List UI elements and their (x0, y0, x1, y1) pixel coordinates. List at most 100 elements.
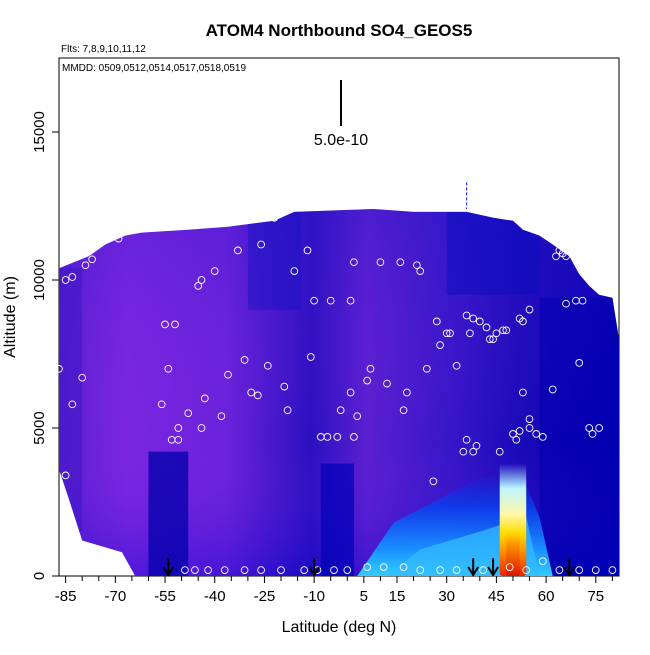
data-point (283, 406, 292, 415)
data-point (512, 435, 521, 444)
data-point (217, 412, 226, 421)
data-point (350, 433, 358, 441)
x-tick-label: -70 (104, 588, 126, 605)
data-point (585, 424, 594, 432)
curtain-band (247, 211, 301, 310)
flight-arrow (467, 558, 480, 577)
data-point (575, 359, 584, 367)
curtain-band (320, 463, 354, 576)
data-point (469, 447, 478, 456)
data-point (300, 566, 309, 574)
data-point (562, 299, 570, 308)
data-point (257, 566, 265, 574)
data-point (492, 329, 501, 338)
x-axis: -85 -70 -55 -40 -25 -10 5 15 30 45 60 75 (55, 576, 613, 605)
data-point (363, 376, 372, 385)
data-point (522, 566, 531, 574)
data-point (555, 566, 564, 574)
data-point (562, 252, 570, 261)
data-point (499, 326, 507, 335)
data-point (552, 252, 560, 261)
data-point (94, 237, 103, 246)
data-point (548, 385, 557, 394)
data-point (363, 563, 372, 571)
data-points (55, 182, 617, 574)
y-axis-label: Altitude (m) (2, 276, 19, 358)
curtain-plume-core (506, 528, 520, 576)
y-axis: 0 5000 10000 15000 (31, 111, 59, 580)
data-point (257, 240, 265, 249)
data-point (181, 566, 189, 574)
data-point (270, 213, 279, 222)
data-point (376, 258, 385, 267)
x-tick-label: -55 (154, 588, 176, 605)
data-point (303, 246, 312, 255)
data-point (174, 424, 183, 432)
data-point (489, 335, 497, 344)
data-point (280, 382, 289, 391)
data-point (114, 234, 123, 243)
data-point (475, 317, 484, 326)
data-point (538, 557, 547, 566)
data-point (595, 424, 603, 432)
data-point (462, 435, 471, 444)
data-point (432, 317, 441, 326)
data-point (575, 566, 584, 574)
chart-subtitle-flights: Flts: 7,8,9,10,11,12 (61, 44, 146, 55)
data-point (436, 566, 444, 574)
data-point (413, 261, 421, 270)
x-tick-label: 15 (389, 588, 406, 605)
flight-arrows (162, 558, 576, 577)
data-point (224, 370, 232, 379)
data-point (247, 388, 256, 397)
data-point (495, 447, 504, 456)
data-point (330, 566, 338, 574)
chart-title: ATOM4 Northbound SO4_GEOS5 (206, 21, 473, 40)
data-point (442, 329, 451, 338)
data-point (472, 441, 481, 450)
data-point (197, 276, 206, 284)
data-point (469, 314, 478, 323)
data-point (326, 296, 335, 305)
data-point (383, 379, 391, 388)
x-tick-label: -40 (204, 588, 226, 605)
data-point (459, 447, 468, 456)
data-point (290, 267, 299, 275)
data-point (161, 320, 169, 329)
data-point (68, 400, 77, 409)
data-point (310, 296, 318, 305)
data-point (525, 424, 534, 432)
data-point (61, 471, 70, 480)
data-point (452, 361, 461, 370)
chart-subtitle-dates: MMDD: 0509,0512,0514,0517,0518,0519 (62, 63, 246, 74)
x-tick-label: 75 (587, 588, 604, 605)
data-point (263, 361, 272, 370)
data-point (379, 563, 388, 571)
data-point (306, 353, 315, 361)
flight-arrow (487, 558, 499, 577)
x-tick-label: 5 (360, 588, 368, 605)
data-point (353, 412, 362, 421)
data-point (336, 406, 345, 415)
data-point (277, 566, 285, 574)
data-point (210, 267, 219, 275)
data-point (399, 563, 408, 571)
data-point (200, 394, 209, 403)
data-point (333, 433, 342, 441)
data-point (68, 273, 77, 281)
data-point (538, 433, 547, 441)
data-point (588, 430, 597, 438)
data-point (220, 566, 229, 574)
flight-arrow (308, 558, 320, 577)
y-tick-label: 5000 (31, 411, 48, 444)
data-point (323, 433, 332, 441)
data-point (485, 335, 494, 344)
data-point (81, 261, 90, 270)
data-point (436, 341, 444, 349)
data-point (68, 539, 77, 548)
y-tick-label: 0 (31, 572, 48, 580)
data-point (234, 246, 242, 255)
data-point (197, 424, 206, 432)
data-point (88, 255, 96, 264)
